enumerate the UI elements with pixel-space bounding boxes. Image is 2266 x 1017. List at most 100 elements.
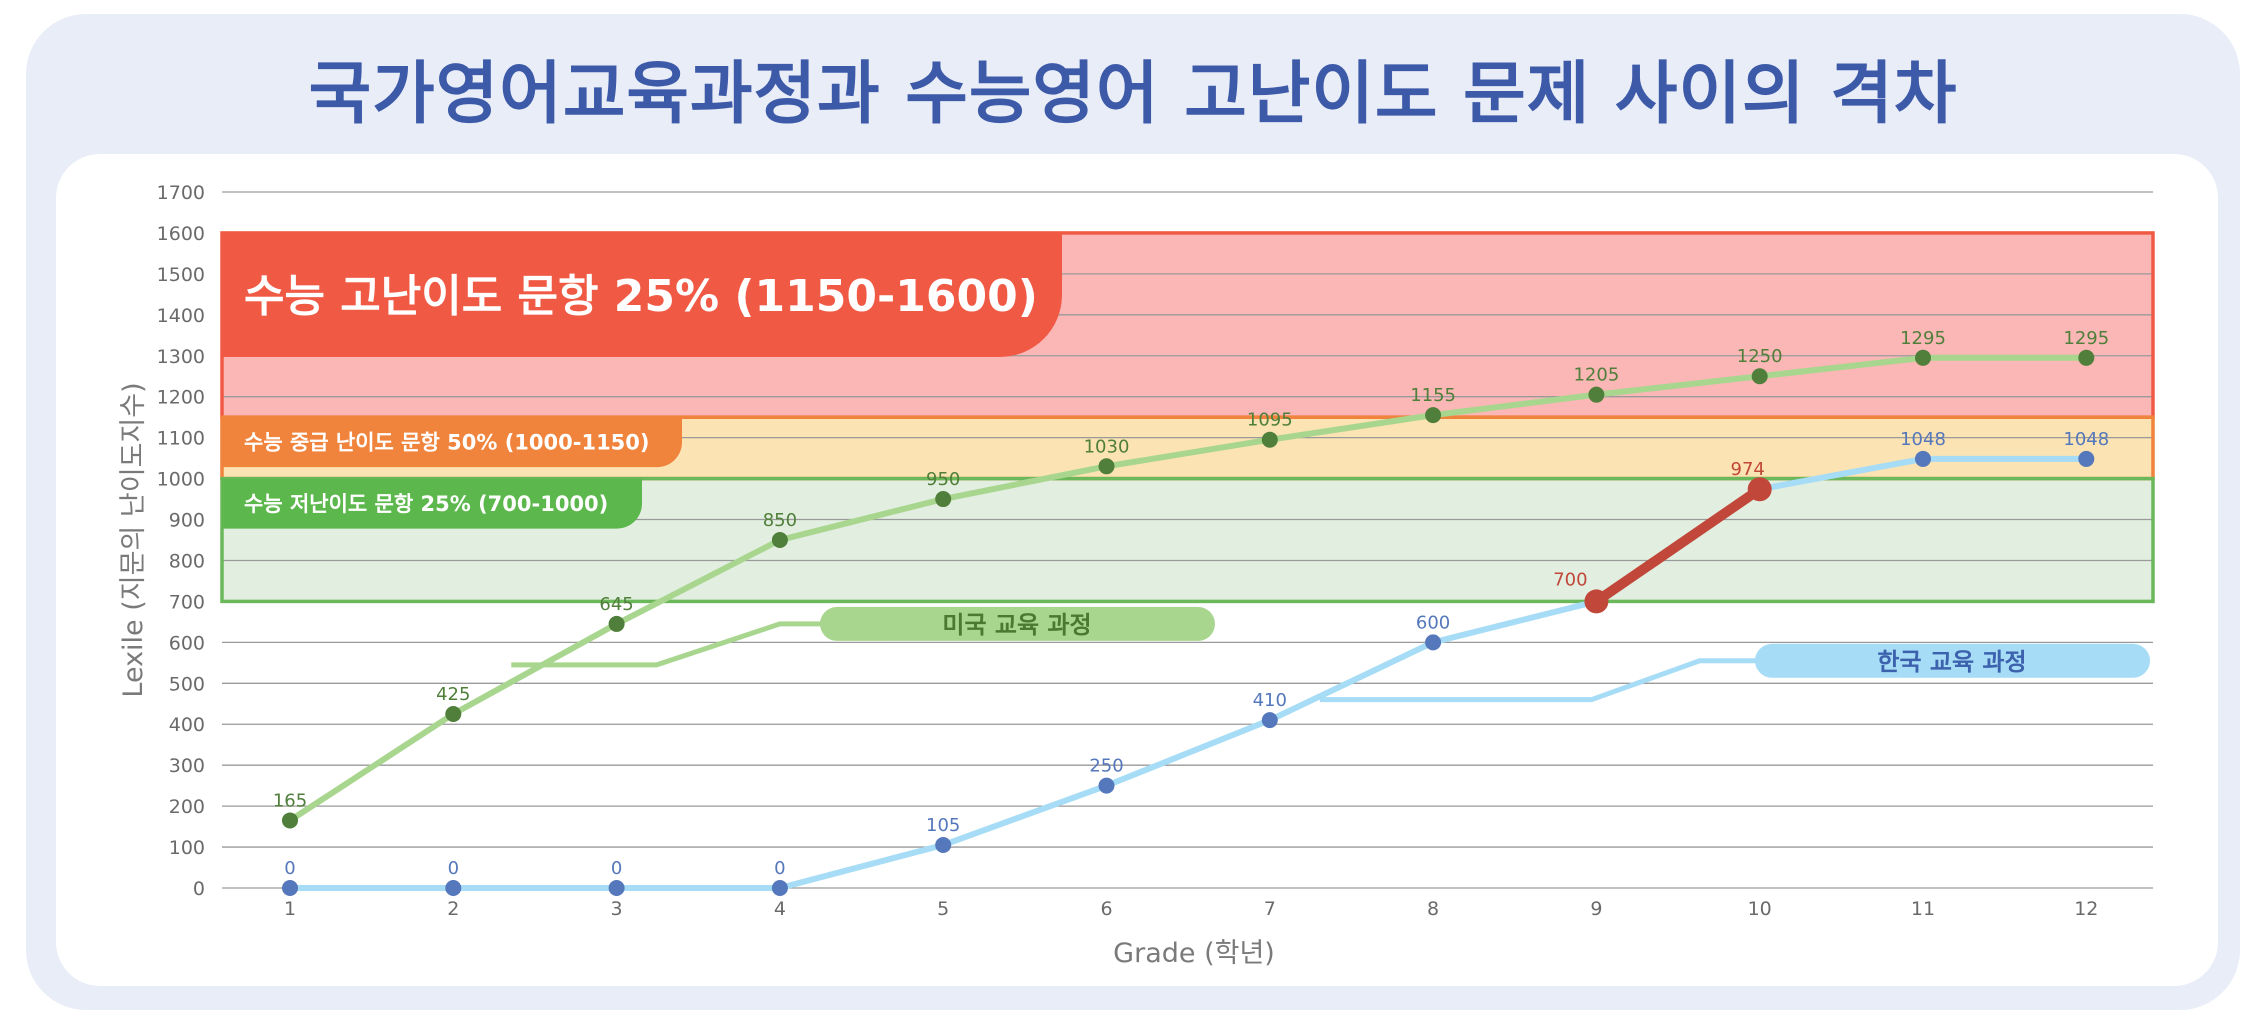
data-label-us: 1295 (2063, 328, 2109, 349)
y-tick-label: 900 (169, 510, 205, 532)
point-us (935, 491, 952, 508)
y-tick-label: 1300 (157, 346, 205, 368)
legend-leader-us (511, 621, 840, 668)
data-label-kr: 250 (1089, 756, 1123, 777)
y-tick-label: 0 (193, 878, 205, 900)
series-line-us (288, 354, 2087, 823)
y-tick-label: 1100 (157, 428, 205, 450)
axes: 0100200300400500600700800900100011001200… (118, 182, 2098, 969)
x-tick-label: 4 (774, 898, 786, 920)
data-label-kr: 600 (1416, 612, 1450, 633)
point-kr (1747, 477, 1772, 502)
x-tick-label: 5 (937, 898, 949, 920)
point-us (1261, 431, 1278, 448)
data-label-kr: 974 (1731, 459, 1765, 480)
data-label-us: 165 (273, 790, 307, 811)
data-label-us: 1030 (1084, 436, 1130, 457)
legend-pill-us (820, 606, 1215, 641)
data-label-us: 1250 (1737, 346, 1783, 367)
band-label-hard: 수능 고난이도 문항 25% (1150-1600) (244, 271, 1038, 322)
band-label-mid: 수능 중급 난이도 문항 50% (1000-1150) (244, 431, 650, 455)
point-kr (282, 880, 298, 896)
y-tick-label: 1500 (157, 264, 205, 286)
point-kr (771, 880, 788, 896)
point-kr (935, 837, 952, 854)
point-us (1751, 368, 1768, 385)
data-label-us: 425 (436, 684, 470, 705)
x-tick-label: 12 (2074, 898, 2098, 920)
x-tick-label: 3 (611, 898, 623, 920)
x-tick-label: 2 (447, 898, 459, 920)
data-label-kr: 700 (1553, 569, 1587, 590)
data-label-kr: 410 (1253, 690, 1287, 711)
point-kr (445, 880, 462, 896)
data-label-kr: 1048 (2063, 429, 2109, 450)
band-labels: 수능 고난이도 문항 25% (1150-1600) 수능 중급 난이도 문항 5… (222, 232, 1062, 529)
y-tick-label: 400 (169, 714, 205, 736)
legend-label-kr: 한국 교육 과정 (1877, 648, 2026, 676)
y-tick-label: 100 (169, 837, 205, 859)
point-kr (1915, 450, 1931, 467)
data-label-kr: 105 (926, 815, 960, 836)
legend-leader-kr (1319, 658, 1760, 703)
band-label-easy: 수능 저난이도 문항 25% (700-1000) (244, 492, 608, 516)
band-border-easy (220, 476, 2155, 604)
y-tick-label: 200 (169, 796, 205, 818)
chart-title: 국가영어교육과정과 수능영어 고난이도 문제 사이의 격차 (308, 55, 1958, 134)
data-label-kr: 0 (774, 858, 785, 879)
point-us (771, 532, 788, 548)
data-label-us: 1205 (1573, 365, 1619, 386)
band-label-tab-easy (222, 478, 642, 529)
point-us (1588, 386, 1605, 403)
point-kr (2078, 450, 2095, 467)
x-tick-label: 10 (1748, 898, 1772, 920)
x-axis-label: Grade (학년) (1113, 938, 1275, 969)
y-tick-label: 1000 (157, 469, 205, 491)
x-tick-label: 11 (1911, 898, 1935, 920)
y-tick-label: 700 (169, 591, 205, 613)
point-us (2078, 349, 2095, 366)
y-tick-label: 1400 (157, 305, 205, 327)
point-us (1425, 407, 1442, 424)
y-tick-label: 1200 (157, 387, 205, 409)
data-label-us: 1295 (1900, 328, 1946, 349)
data-label-kr: 0 (284, 858, 295, 879)
x-tick-label: 1 (284, 898, 296, 920)
point-kr (1425, 634, 1442, 651)
point-us (608, 615, 625, 632)
data-label-us: 850 (763, 510, 797, 531)
data-label-kr: 0 (448, 858, 459, 879)
point-kr (1098, 777, 1115, 794)
x-tick-label: 7 (1264, 898, 1276, 920)
point-us (445, 706, 462, 722)
y-axis-label: Lexile (지문의 난이도지수) (118, 382, 149, 697)
data-label-us: 1095 (1247, 410, 1293, 431)
band-label-tab-hard (222, 232, 1062, 357)
x-tick-label: 6 (1100, 898, 1112, 920)
legend-label-us: 미국 교육 과정 (942, 611, 1091, 639)
data-label-kr: 1048 (1900, 429, 1946, 450)
y-tick-label: 800 (169, 550, 205, 572)
point-us (1098, 458, 1115, 475)
point-kr (1584, 589, 1609, 614)
point-kr (608, 880, 625, 896)
y-tick-label: 1600 (157, 223, 205, 245)
data-label-us: 1155 (1410, 385, 1456, 406)
y-tick-label: 300 (169, 755, 205, 777)
point-kr (1261, 712, 1278, 729)
gap-segment-line (1591, 484, 1765, 607)
x-tick-label: 8 (1427, 898, 1439, 920)
data-label-us: 645 (599, 594, 633, 615)
legend-pill-kr (1755, 643, 2150, 678)
y-tick-label: 500 (169, 673, 205, 695)
point-us (282, 812, 298, 829)
data-labels: 165 425 645 850 950 1030 1095 1155 1205 1250 1295 1… (273, 328, 2109, 879)
data-points (282, 349, 2095, 896)
y-tick-label: 1700 (157, 182, 205, 204)
point-us (1915, 349, 1931, 366)
x-tick-label: 9 (1590, 898, 1602, 920)
band-label-tab-mid (222, 417, 682, 468)
y-tick-label: 600 (169, 632, 205, 654)
